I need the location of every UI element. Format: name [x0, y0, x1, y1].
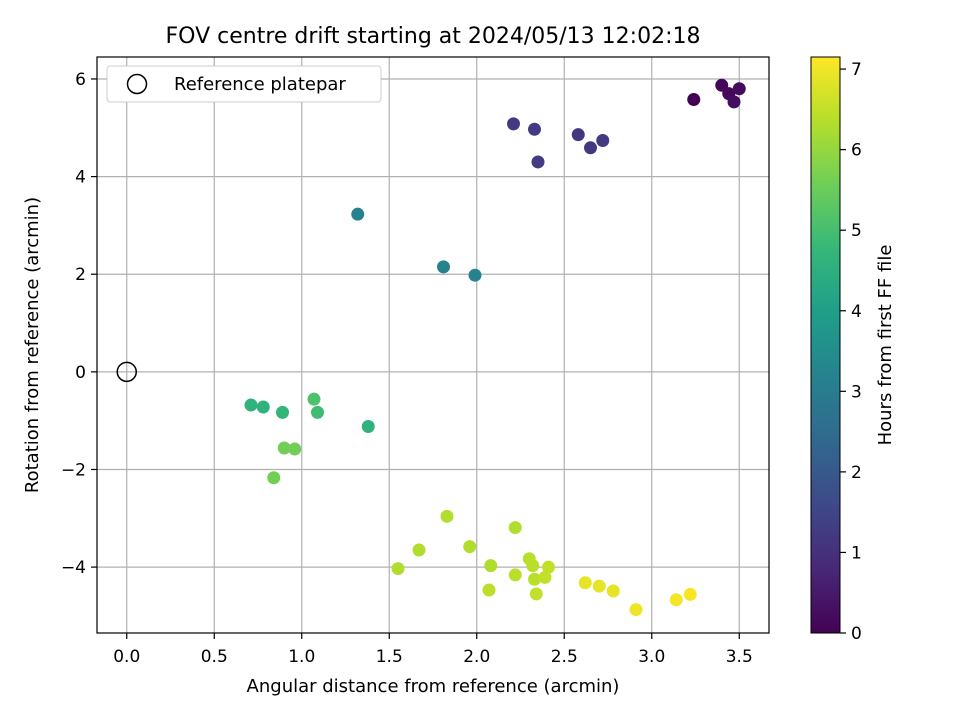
y-tick-label: 0 — [75, 363, 86, 383]
colorbar-tick-label: 5 — [851, 221, 862, 241]
scatter-point — [526, 559, 540, 573]
scatter-point — [528, 572, 541, 586]
scatter-point — [507, 117, 520, 131]
colorbar-label: Hours from first FF file — [875, 245, 896, 446]
x-tick-label: 1.5 — [376, 647, 403, 667]
scatter-point — [256, 400, 270, 414]
x-tick-label: 2.5 — [551, 647, 578, 667]
colorbar-tick-label: 4 — [851, 302, 862, 322]
y-axis-label: Rotation from reference (arcmin) — [22, 197, 43, 493]
scatter-point — [629, 603, 643, 617]
scatter-point — [584, 141, 597, 155]
x-tick-label: 0.5 — [201, 647, 228, 667]
scatter-point — [538, 570, 552, 584]
scatter-point — [596, 133, 610, 147]
colorbar-gradient — [810, 56, 841, 634]
scatter-point — [683, 587, 697, 601]
y-axis-ticks: −4 −2 0 2 4 6 — [61, 70, 97, 578]
scatter-point — [484, 559, 498, 573]
colorbar-tick-label: 0 — [851, 624, 862, 644]
scatter-point — [727, 95, 741, 109]
scatter-point — [351, 207, 365, 221]
x-tick-label: 0.0 — [113, 647, 140, 667]
x-axis-label: Angular distance from reference (arcmin) — [247, 676, 620, 697]
chart-title: FOV centre drift starting at 2024/05/13 … — [166, 24, 701, 49]
y-tick-label: 2 — [75, 265, 86, 285]
data-points — [116, 78, 746, 617]
grid — [97, 57, 769, 633]
x-axis-ticks: 0.0 0.5 1.0 1.5 2.0 2.5 3.0 3.5 — [113, 633, 753, 667]
scatter-point — [307, 392, 321, 406]
scatter-point — [412, 543, 426, 557]
scatter-point — [437, 260, 450, 274]
colorbar-tick-label: 2 — [851, 463, 862, 483]
scatter-point — [267, 471, 281, 485]
legend-marker-reference — [126, 73, 148, 95]
y-tick-label: −4 — [61, 558, 86, 578]
legend-entry-reference: Reference platepar — [174, 74, 346, 95]
scatter-point — [277, 441, 291, 455]
scatter-point — [288, 442, 302, 456]
x-tick-label: 3.5 — [726, 647, 753, 667]
colorbar-ticks: 0 1 2 3 4 5 6 7 — [840, 60, 862, 644]
scatter-point — [361, 420, 375, 434]
scatter-point — [276, 405, 289, 419]
scatter-point — [732, 82, 746, 96]
scatter-point — [606, 584, 620, 598]
scatter-point — [687, 92, 701, 106]
scatter-point — [669, 593, 683, 607]
colorbar-tick-label: 3 — [851, 382, 862, 402]
scatter-point — [529, 587, 543, 601]
y-tick-label: 4 — [75, 168, 86, 188]
scatter-point — [508, 568, 522, 582]
colorbar-tick-label: 7 — [851, 60, 862, 80]
scatter-point — [571, 128, 585, 142]
scatter-point — [482, 583, 496, 597]
colorbar-tick-label: 1 — [851, 543, 862, 563]
scatter-point — [578, 576, 592, 590]
legend: Reference platepar — [106, 65, 382, 103]
x-tick-label: 3.0 — [638, 647, 665, 667]
x-tick-label: 1.0 — [288, 647, 315, 667]
scatter-point — [311, 405, 324, 419]
scatter-point — [592, 579, 606, 593]
scatter-point — [463, 540, 477, 554]
legend-box — [106, 65, 382, 103]
x-tick-label: 2.0 — [463, 647, 490, 667]
scatter-point — [468, 268, 482, 282]
colorbar: 0 1 2 3 4 5 6 7 Hours from first FF file — [810, 56, 896, 644]
scatter-point — [531, 155, 545, 169]
scatter-point — [528, 122, 541, 136]
scatter-point — [440, 509, 454, 523]
scatter-point — [542, 560, 555, 574]
reference-platepar-marker — [116, 361, 137, 383]
y-tick-label: −2 — [61, 460, 86, 480]
y-tick-label: 6 — [75, 70, 86, 90]
plot-frame — [96, 56, 770, 634]
scatter-point — [508, 521, 522, 535]
scatter-point — [244, 398, 258, 412]
scatter-point — [391, 562, 405, 576]
colorbar-tick-label: 6 — [851, 141, 862, 161]
